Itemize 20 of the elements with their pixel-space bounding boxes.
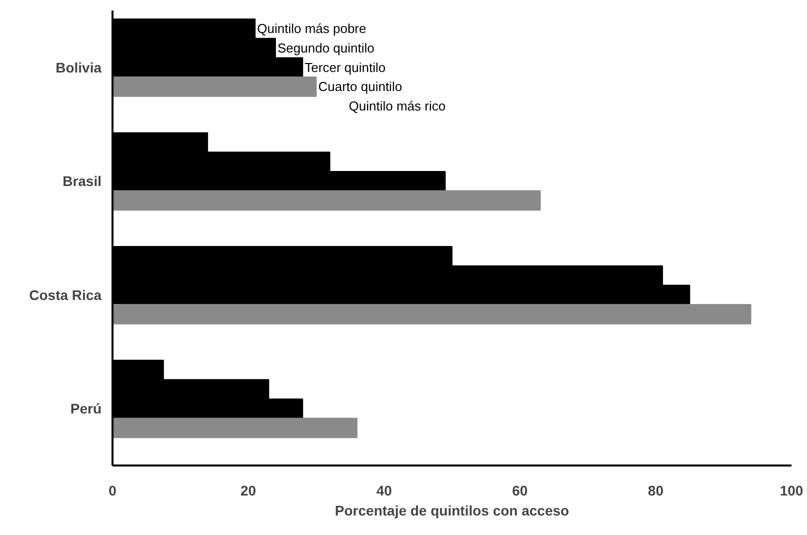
y-tick-label: Perú [70,400,102,417]
x-tick-label: 80 [648,482,664,498]
bar [112,190,541,211]
text: Quintilo más rico [348,98,446,114]
bar [112,76,317,97]
y-tick-label: Bolivia [56,59,102,76]
y-tick-label: Brasil [62,173,102,190]
x-axis-title: Porcentaje de quintilos con acceso [334,502,570,518]
series-label: Tercer quintilo [304,60,386,75]
bar [112,418,358,438]
series-label: Segundo quintilo [277,40,374,56]
x-tick-label: 40 [376,482,392,498]
x-tick-label: 20 [240,482,256,498]
x-tick-label: 60 [512,482,528,498]
bar [112,304,752,324]
series-label: Quintilo más pobre [257,21,366,36]
x-tick-label: 100 [780,482,804,498]
series-label: Cuarto quintilo [318,79,402,94]
x-tick-label: 0 [108,482,117,498]
y-tick-label: Costa Rica [29,286,102,303]
